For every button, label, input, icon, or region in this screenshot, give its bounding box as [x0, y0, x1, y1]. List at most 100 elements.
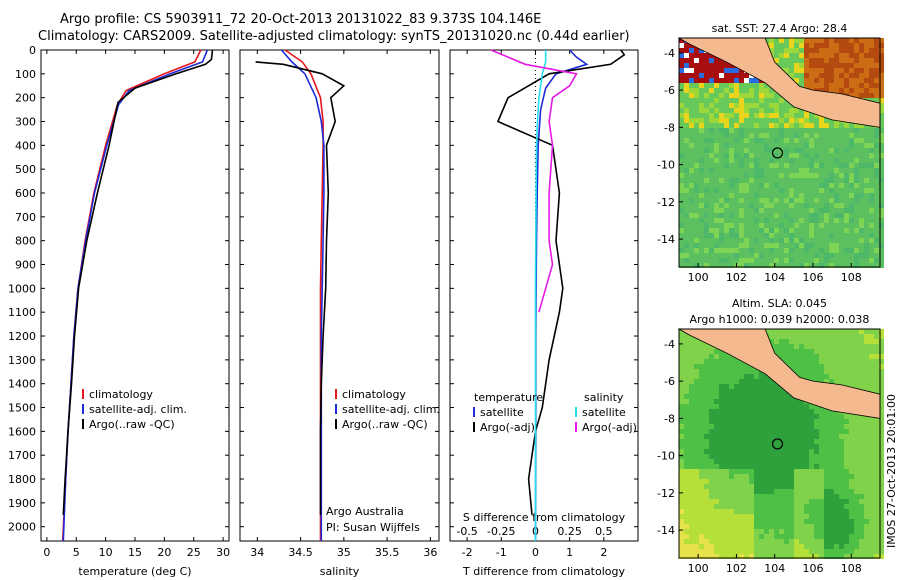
map-cell: [839, 83, 844, 88]
map-cell: [799, 158, 804, 163]
map-cell: [814, 449, 819, 454]
map-cell: [834, 514, 839, 519]
map-cell: [764, 389, 769, 394]
map-cell: [829, 449, 834, 454]
map-cell: [869, 444, 874, 449]
map-cell: [799, 344, 804, 349]
map-cell: [799, 153, 804, 158]
map-cell: [799, 454, 804, 459]
map-cell: [874, 334, 879, 339]
map-cell: [719, 108, 724, 113]
map-cell: [794, 549, 799, 554]
map-cell: [829, 534, 834, 539]
map-cell: [749, 203, 754, 208]
map-cell: [834, 153, 839, 158]
map-cell: [719, 399, 724, 404]
map-cell: [729, 133, 734, 138]
map-cell: [849, 339, 854, 344]
map-cell: [864, 248, 869, 253]
map-cell: [864, 514, 869, 519]
map-cell: [699, 108, 704, 113]
map-cell: [769, 178, 774, 183]
map-cell: [844, 429, 849, 434]
map-cell: [719, 464, 724, 469]
map-cell: [819, 479, 824, 484]
map-cell: [679, 554, 684, 559]
map-cell: [764, 188, 769, 193]
map-cell: [854, 469, 859, 474]
map-sst-map: [677, 37, 884, 268]
map-cell: [704, 73, 709, 78]
map-cell: [719, 103, 724, 108]
map-cell: [854, 38, 859, 43]
map-cell: [699, 529, 704, 534]
map-cell: [854, 524, 859, 529]
map-cell: [709, 384, 714, 389]
map-cell: [844, 344, 849, 349]
map-cell: [729, 98, 734, 103]
map-cell: [859, 424, 864, 429]
map-cell: [804, 449, 809, 454]
map-cell: [864, 449, 869, 454]
map-cell: [824, 359, 829, 364]
map-cell: [764, 93, 769, 98]
map-cell: [699, 88, 704, 93]
map-cell: [839, 369, 844, 374]
map-cell: [754, 519, 759, 524]
map-cell: [864, 58, 869, 63]
map-cell: [789, 444, 794, 449]
map-cell: [709, 379, 714, 384]
map-cell: [759, 148, 764, 153]
map-cell: [839, 133, 844, 138]
map-cell: [734, 208, 739, 213]
map-cell: [759, 479, 764, 484]
map-cell: [744, 399, 749, 404]
map-cell: [709, 479, 714, 484]
map-cell: [829, 133, 834, 138]
map-cell: [799, 138, 804, 143]
map-cell: [739, 123, 744, 128]
map-cell: [764, 414, 769, 419]
map-cell: [754, 424, 759, 429]
map-cell: [769, 424, 774, 429]
map-cell: [859, 208, 864, 213]
map-cell: [809, 529, 814, 534]
map-cell: [759, 193, 764, 198]
map-cell: [859, 248, 864, 253]
map-cell: [724, 544, 729, 549]
map-cell: [714, 504, 719, 509]
map-cell: [709, 98, 714, 103]
map-cell: [719, 253, 724, 258]
map-cell: [719, 489, 724, 494]
map-cell: [729, 494, 734, 499]
map-cell: [714, 173, 719, 178]
y-tick-label: -10: [657, 450, 675, 463]
map-cell: [869, 539, 874, 544]
map-cell: [799, 73, 804, 78]
map-cell: [774, 469, 779, 474]
map-cell: [704, 469, 709, 474]
legend-label: satellite-adj. clim.: [342, 403, 440, 416]
map-cell: [814, 519, 819, 524]
map-cell: [714, 544, 719, 549]
map-cell: [834, 233, 839, 238]
map-cell: [704, 98, 709, 103]
map-cell: [829, 248, 834, 253]
map-cell: [854, 188, 859, 193]
map-cell: [754, 554, 759, 559]
map-cell: [679, 78, 684, 83]
map-cell: [679, 233, 684, 238]
map-cell: [819, 158, 824, 163]
map-cell: [819, 218, 824, 223]
map-cell: [709, 459, 714, 464]
map-cell: [839, 359, 844, 364]
map-cell: [709, 444, 714, 449]
map-cell: [794, 349, 799, 354]
map-cell: [819, 133, 824, 138]
map-cell: [879, 263, 884, 268]
map-cell: [824, 68, 829, 73]
map-cell: [749, 228, 754, 233]
map-cell: [824, 344, 829, 349]
map-cell: [769, 484, 774, 489]
map-cell: [779, 344, 784, 349]
